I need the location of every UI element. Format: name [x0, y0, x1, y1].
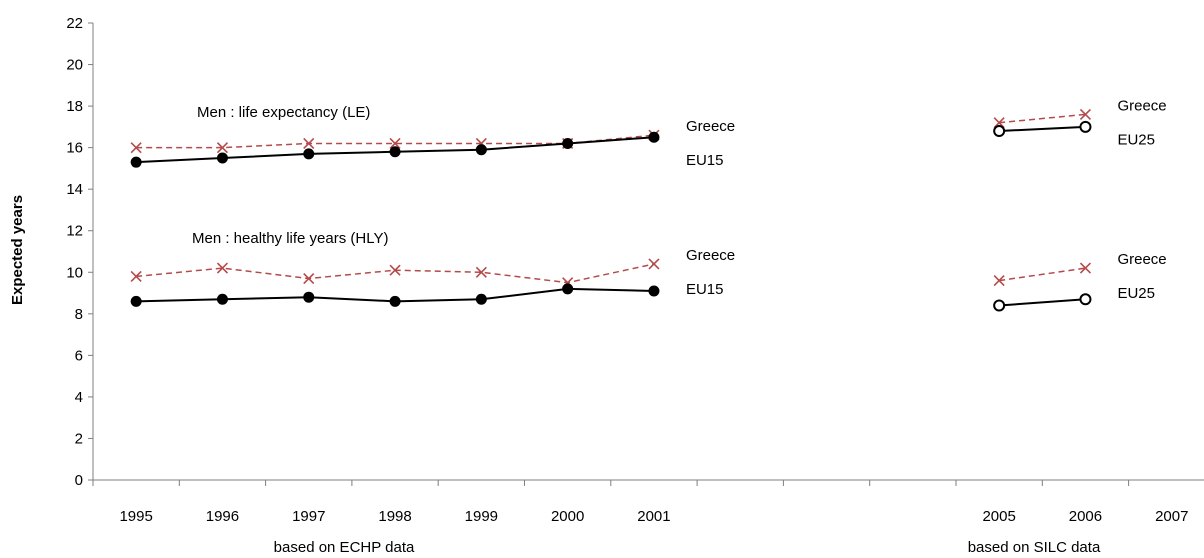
series-line	[999, 267, 1086, 282]
data-point	[993, 125, 1006, 138]
data-point	[1079, 108, 1092, 120]
data-point	[130, 270, 142, 282]
series-line	[999, 125, 1086, 133]
y-ticks: 0 2 4 6 8 10 12 14 16 18 20 22	[66, 15, 93, 489]
series-label: Greece	[1117, 97, 1166, 114]
data-point	[1079, 262, 1092, 274]
x-tick-label: 2001	[637, 508, 670, 525]
data-point	[562, 283, 574, 295]
data-point	[562, 137, 574, 149]
x-tick-label: 1998	[378, 508, 411, 525]
data-point	[475, 293, 487, 305]
series-line	[136, 134, 655, 149]
data-point	[648, 258, 660, 270]
y-tick-label: 10	[66, 264, 83, 281]
plot-area	[92, 23, 1204, 481]
data-point	[389, 295, 401, 307]
data-point	[303, 148, 315, 160]
series-label: EU25	[1117, 285, 1155, 302]
series-line	[999, 113, 1086, 124]
y-tick-label: 12	[66, 223, 83, 240]
x-tick-label: 1997	[292, 508, 325, 525]
data-point	[475, 144, 487, 156]
series-line	[999, 298, 1086, 307]
data-point	[130, 156, 142, 168]
data-point	[648, 131, 660, 143]
x-tick-label: 2000	[551, 508, 584, 525]
series-label: Greece	[686, 247, 735, 264]
y-tick-label: 14	[66, 181, 83, 198]
x-ticks: 1995 1996 1997 1998 1999 2000 2001 2005 2006 2007	[92, 480, 1188, 525]
series-label: Greece	[1117, 251, 1166, 268]
data-point	[216, 152, 228, 164]
data-point	[1079, 293, 1092, 306]
annotation-le: Men : life expectancy (LE)	[197, 104, 370, 121]
data-point	[389, 146, 401, 158]
data-point	[130, 142, 142, 154]
data-point	[389, 264, 401, 276]
x-tick-label: 2005	[982, 508, 1015, 525]
data-point	[303, 272, 315, 285]
series-label: EU15	[686, 281, 724, 298]
data-point	[216, 142, 229, 154]
x-tick-label: 1996	[206, 508, 239, 525]
data-point	[130, 295, 142, 307]
data-point	[993, 275, 1005, 287]
label-layer: Greece EU15 Greece EU25 Greece EU15 Greece EU25	[686, 97, 1167, 302]
series-label: EU15	[686, 152, 724, 169]
y-tick-label: 22	[66, 15, 83, 32]
y-tick-label: 0	[75, 472, 83, 489]
data-point	[216, 293, 228, 305]
series-label: Greece	[686, 118, 735, 135]
data-point	[303, 291, 315, 303]
series-label: EU25	[1117, 131, 1155, 148]
y-tick-label: 18	[66, 98, 83, 115]
y-tick-label: 6	[75, 347, 83, 364]
data-point	[303, 137, 315, 150]
x-tick-label: 2006	[1069, 508, 1102, 525]
series-line	[136, 263, 655, 284]
data-point	[475, 266, 487, 278]
x-tick-label: 1999	[465, 508, 498, 525]
data-point	[993, 299, 1006, 312]
data-point	[389, 137, 401, 150]
y-tick-label: 20	[66, 57, 83, 74]
y-axis-title: Expected years	[9, 195, 26, 305]
data-point	[1079, 120, 1092, 133]
section-label-silc: based on SILC data	[968, 539, 1101, 556]
annotation-hly: Men : healthy life years (HLY)	[192, 230, 388, 247]
data-point	[216, 262, 229, 274]
y-tick-label: 16	[66, 140, 83, 157]
series-layer	[130, 108, 1092, 312]
data-point	[648, 285, 660, 297]
y-tick-label: 2	[75, 430, 83, 447]
x-tick-label: 2007	[1155, 508, 1188, 525]
section-label-echp: based on ECHP data	[274, 539, 415, 556]
y-tick-label: 8	[75, 306, 83, 323]
y-tick-label: 4	[75, 389, 83, 406]
x-tick-label: 1995	[119, 508, 152, 525]
